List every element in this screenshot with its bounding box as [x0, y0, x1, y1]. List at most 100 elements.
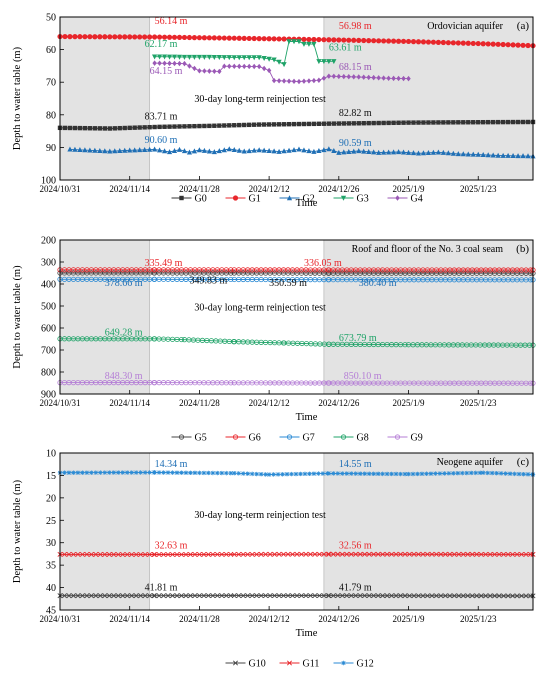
data-point	[231, 35, 237, 41]
data-point	[356, 121, 361, 126]
data-point	[326, 551, 332, 557]
data-point	[390, 149, 397, 155]
data-point	[389, 471, 394, 477]
data-point	[495, 119, 501, 125]
data-point	[340, 471, 345, 476]
legend-label: G2	[303, 194, 315, 205]
y-tick-label: 40	[46, 583, 56, 594]
data-point	[371, 593, 377, 599]
data-point	[445, 40, 451, 46]
legend-label: G7	[303, 433, 315, 444]
data-point	[316, 551, 322, 557]
data-point	[212, 123, 217, 128]
data-point	[366, 471, 372, 476]
data-point	[106, 551, 112, 557]
data-point	[120, 551, 126, 557]
data-point	[386, 38, 392, 44]
data-point	[311, 148, 317, 154]
data-point	[280, 472, 285, 477]
y-tick-label: 800	[41, 368, 56, 379]
data-point	[469, 551, 475, 557]
data-point	[70, 551, 76, 557]
value-annotation: 90.60 m	[145, 135, 178, 146]
data-point	[433, 593, 439, 599]
data-point	[505, 551, 511, 557]
data-point	[460, 40, 466, 46]
data-point	[366, 551, 372, 557]
data-point	[166, 34, 173, 40]
data-point	[237, 63, 242, 70]
series-G8	[57, 336, 536, 348]
data-point	[330, 551, 336, 557]
data-point	[219, 470, 225, 476]
legend: G5 G6 G7 G8 G9	[171, 433, 423, 444]
data-point	[256, 55, 262, 61]
data-point	[306, 78, 312, 84]
data-point	[384, 471, 390, 477]
data-point	[441, 120, 446, 125]
data-point	[501, 593, 507, 599]
reinjection-window-label: 30-day long-term reinjection test	[194, 94, 326, 105]
value-annotation: 335.49 m	[145, 258, 183, 269]
data-point	[498, 471, 504, 476]
data-point	[330, 593, 336, 599]
data-point	[67, 125, 73, 131]
data-point	[256, 63, 262, 70]
data-point	[161, 470, 166, 475]
data-point	[206, 470, 211, 476]
data-point	[183, 551, 189, 557]
data-point	[456, 593, 462, 599]
x-tick-label: 2025/1/23	[460, 184, 497, 194]
data-point	[120, 593, 126, 599]
data-point	[201, 54, 207, 60]
data-point	[97, 126, 103, 131]
data-point	[298, 593, 304, 599]
data-point	[291, 78, 297, 85]
legend-item-G3: G3	[333, 194, 369, 205]
legend-label: G9	[411, 433, 423, 444]
data-point	[275, 472, 281, 477]
value-annotation: 380.40 m	[359, 278, 397, 289]
data-point	[147, 593, 153, 599]
data-point	[174, 470, 180, 475]
legend-item-G2: G2	[279, 194, 315, 205]
data-point	[77, 34, 83, 40]
data-point	[62, 33, 68, 40]
data-point	[361, 37, 367, 44]
data-point	[201, 593, 207, 599]
x-tick-label: 2024/11/14	[109, 614, 150, 624]
data-point	[66, 593, 72, 599]
data-point	[476, 120, 481, 125]
data-point	[156, 34, 163, 40]
data-point	[348, 551, 354, 557]
data-point	[178, 593, 185, 599]
value-annotation: 56.98 m	[339, 21, 372, 32]
data-point	[390, 38, 397, 44]
series-G2	[67, 146, 536, 159]
data-point	[430, 149, 437, 155]
data-point	[115, 593, 121, 599]
data-point	[425, 39, 432, 45]
data-point	[266, 472, 272, 477]
data-point	[117, 148, 123, 154]
data-point	[107, 126, 112, 131]
data-point	[356, 148, 362, 154]
data-point	[490, 41, 496, 47]
data-point	[331, 73, 337, 80]
y-tick-label: 100	[41, 176, 56, 187]
legend-marker	[232, 434, 239, 440]
y-axis-label: Depth to water table (m)	[12, 46, 23, 150]
data-point	[77, 125, 83, 131]
data-point	[485, 119, 491, 125]
data-point	[425, 149, 432, 155]
value-annotation: 336.05 m	[304, 258, 342, 269]
data-point	[84, 593, 90, 599]
y-tick-label: 200	[41, 236, 56, 247]
data-point	[231, 551, 237, 557]
data-point	[246, 35, 252, 42]
data-point	[361, 148, 367, 154]
y-tick-label: 600	[41, 324, 56, 335]
data-point	[401, 75, 406, 82]
data-point	[286, 39, 292, 45]
